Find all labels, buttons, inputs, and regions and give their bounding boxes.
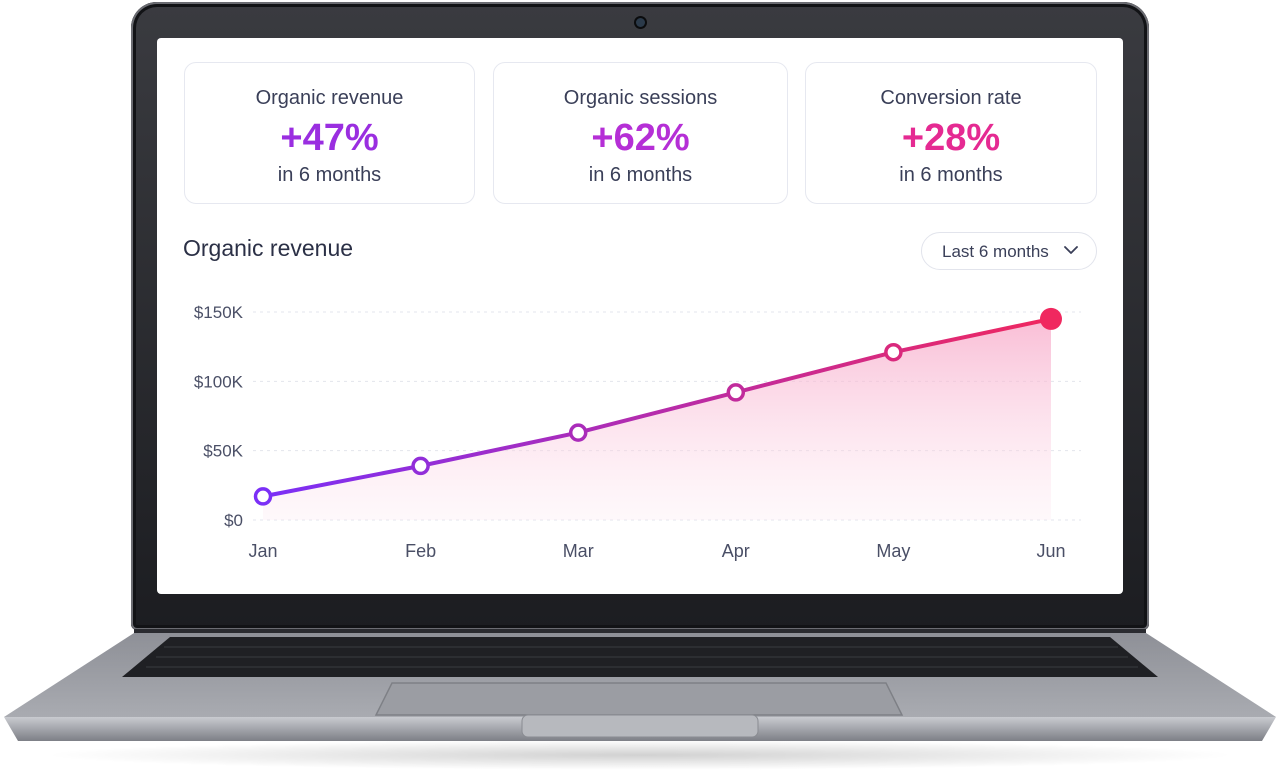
kpi-label: Organic revenue (255, 87, 404, 109)
kpi-subtitle: in 6 months (899, 164, 1003, 186)
revenue-area (263, 318, 1051, 520)
laptop-shadow (40, 740, 1240, 770)
chart-title: Organic revenue (183, 235, 354, 261)
y-tick-label: $50K (203, 442, 243, 461)
date-range-value: Last 6 months (942, 242, 1049, 261)
date-range-dropdown[interactable]: Last 6 months (921, 232, 1097, 270)
laptop-base (0, 629, 1280, 749)
kpi-label: Organic sessions (563, 87, 718, 109)
y-tick-label: $0 (224, 511, 243, 530)
x-tick-label: Jan (248, 541, 277, 561)
kpi-card-organic-revenue: Organic revenue +47% in 6 months (184, 62, 475, 204)
trackpad[interactable] (374, 682, 904, 716)
webcam-icon (636, 18, 645, 27)
kpi-value: +62% (591, 117, 690, 159)
x-tick-label: Feb (405, 541, 436, 561)
kpi-label: Conversion rate (880, 87, 1022, 109)
chevron-down-icon (1064, 246, 1078, 254)
data-point-may[interactable] (884, 342, 903, 362)
kpi-card-conversion-rate: Conversion rate +28% in 6 months (805, 62, 1097, 204)
kpi-value: +28% (901, 117, 1001, 159)
y-tick-label: $150K (194, 303, 244, 322)
x-tick-label: Apr (722, 541, 750, 561)
kpi-subtitle: in 6 months (277, 164, 382, 186)
revenue-line (261, 316, 1053, 499)
data-point-mar[interactable] (568, 423, 588, 442)
data-point-jun[interactable] (1040, 307, 1062, 330)
keyboard (146, 646, 1138, 668)
x-tick-label: Mar (563, 541, 594, 561)
dashboard-screen: Organic revenue +47% in 6 months Organic… (157, 38, 1123, 594)
kpi-card-organic-sessions: Organic sessions +62% in 6 months (493, 62, 788, 204)
y-tick-label: $100K (194, 372, 244, 391)
kpi-subtitle: in 6 months (588, 164, 693, 186)
x-tick-label: May (876, 541, 910, 561)
data-point-jan[interactable] (253, 487, 273, 506)
data-point-feb[interactable] (411, 456, 430, 476)
kpi-value: +47% (280, 117, 379, 159)
data-point-apr[interactable] (726, 383, 746, 402)
x-tick-label: Jun (1036, 541, 1065, 561)
revenue-line-chart: $0 $50K $100K $150K Jan Feb Mar Apr May Jun (194, 303, 1081, 561)
